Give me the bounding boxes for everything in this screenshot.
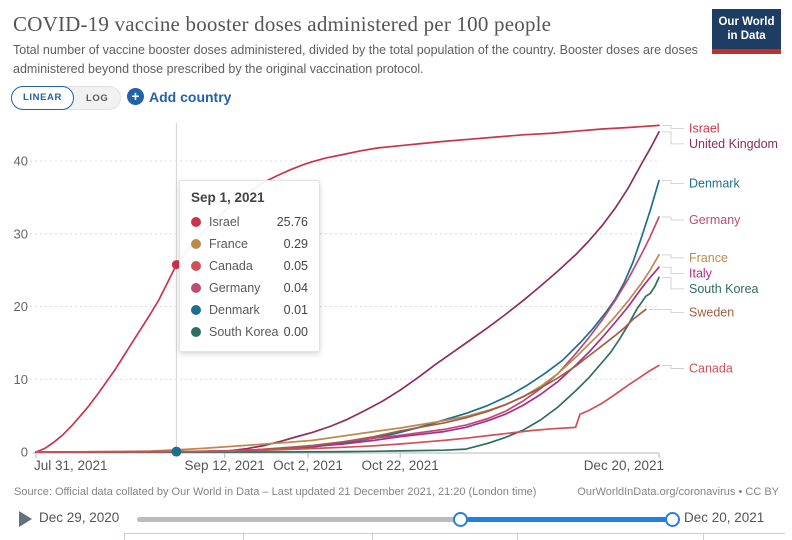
y-axis-tick-label: 30: [14, 226, 28, 241]
source-row: Source: Official data collated by Our Wo…: [14, 486, 779, 498]
y-axis-tick-label: 20: [14, 299, 28, 314]
tooltip-country: Denmark: [209, 303, 260, 317]
x-axis-tick-label: Oct 22, 2021: [361, 458, 438, 473]
page-title: COVID-19 vaccine booster doses administe…: [13, 12, 552, 36]
tooltip-row: Germany 0.04: [191, 277, 308, 299]
chart-tooltip: Sep 1, 2021 Israel 25.76 France 0.29 Canada 0…: [179, 180, 320, 352]
label-leader-line: [662, 365, 684, 369]
label-leader-line: [662, 254, 684, 259]
tooltip-date: Sep 1, 2021: [191, 190, 265, 205]
linear-scale-button[interactable]: LINEAR: [11, 85, 74, 110]
owid-logo[interactable]: Our World in Data: [712, 9, 781, 54]
tooltip-value: 0.01: [283, 303, 308, 317]
tooltip-value: 0.29: [283, 237, 308, 251]
timeline-end-date: Dec 20, 2021: [684, 510, 765, 525]
add-country-label: Add country: [149, 88, 232, 105]
timeline-start-date: Dec 29, 2020: [39, 510, 120, 525]
tooltip-country: Germany: [209, 281, 261, 295]
series-label-israel[interactable]: Israel: [689, 121, 720, 135]
label-leader-line: [662, 216, 684, 221]
series-line-sweden[interactable]: [35, 308, 647, 453]
x-axis-tick-label: Sep 12, 2021: [184, 458, 264, 473]
series-line-germany[interactable]: [35, 216, 660, 453]
tooltip-value: 0.04: [283, 281, 308, 295]
timeline-track[interactable]: [137, 517, 673, 522]
x-axis-tick-label: Oct 2, 2021: [273, 458, 343, 473]
series-color-dot: [191, 217, 201, 227]
series-label-italy[interactable]: Italy: [689, 266, 713, 280]
add-country-button[interactable]: + Add country: [127, 88, 231, 105]
label-leader-line: [662, 180, 684, 185]
series-color-dot: [191, 327, 201, 337]
scale-toggle: LINEAR LOG: [11, 85, 122, 110]
tooltip-value: 0.00: [283, 325, 308, 339]
series-label-denmark[interactable]: Denmark: [689, 177, 740, 191]
series-line-canada[interactable]: [35, 364, 660, 453]
series-label-canada[interactable]: Canada: [689, 361, 733, 375]
tooltip-row: Israel 25.76: [191, 211, 308, 233]
license-text[interactable]: OurWorldInData.org/coronavirus • CC BY: [577, 486, 779, 498]
timeline-start-handle[interactable]: [453, 512, 468, 527]
label-leader-line: [662, 266, 684, 274]
series-color-dot: [191, 305, 201, 315]
series-color-dot: [191, 283, 201, 293]
series-color-dot: [191, 239, 201, 249]
series-label-france[interactable]: France: [689, 251, 728, 265]
tooltip-country: France: [209, 237, 248, 251]
y-axis-tick-label: 10: [14, 372, 28, 387]
log-scale-button[interactable]: LOG: [85, 92, 109, 104]
series-line-israel[interactable]: [35, 124, 660, 453]
label-leader-line: [648, 309, 684, 313]
y-axis-tick-label: 40: [14, 154, 28, 169]
tooltip-country: Israel: [209, 215, 240, 229]
x-axis-tick-label: Dec 20, 2021: [584, 458, 664, 473]
tooltip-rows: Israel 25.76 France 0.29 Canada 0.05 Germany 0.…: [191, 211, 308, 343]
label-leader-line: [662, 124, 684, 129]
label-leader-line: [662, 131, 684, 145]
x-axis-tick-label: Jul 31, 2021: [34, 458, 108, 473]
tooltip-value: 0.05: [283, 259, 308, 273]
series-label-united-kingdom[interactable]: United Kingdom: [689, 137, 778, 151]
y-axis-tick-label: 0: [21, 445, 28, 460]
series-line-south-korea[interactable]: [35, 276, 660, 453]
data-table-partial: [124, 533, 785, 540]
timeline-active-range[interactable]: [460, 517, 673, 522]
series-label-sweden[interactable]: Sweden: [689, 305, 734, 319]
timeline-end-handle[interactable]: [665, 512, 680, 527]
source-text: Source: Official data collated by Our Wo…: [14, 486, 537, 498]
series-label-south-korea[interactable]: South Korea: [689, 282, 759, 296]
tooltip-row: Canada 0.05: [191, 255, 308, 277]
tooltip-value: 25.76: [276, 215, 308, 229]
series-line-denmark[interactable]: [35, 179, 660, 453]
page-subtitle: Total number of vaccine booster doses ad…: [13, 43, 698, 76]
series-line-united-kingdom[interactable]: [35, 131, 660, 453]
play-icon[interactable]: [19, 511, 32, 527]
owid-logo-text: Our World in Data: [712, 9, 781, 49]
series-color-dot: [191, 261, 201, 271]
label-leader-line: [662, 276, 684, 290]
hover-dot-israel: [171, 260, 181, 270]
tooltip-country: Canada: [209, 259, 253, 273]
plus-icon: +: [127, 88, 144, 105]
series-line-italy[interactable]: [35, 266, 660, 453]
tooltip-row: France 0.29: [191, 233, 308, 255]
owid-logo-red-bar: [712, 48, 781, 54]
tooltip-row: Denmark 0.01: [191, 299, 308, 321]
tooltip-country: South Korea: [209, 325, 279, 339]
series-line-france[interactable]: [35, 253, 660, 453]
tooltip-row: South Korea 0.00: [191, 321, 308, 343]
series-label-germany[interactable]: Germany: [689, 213, 741, 227]
hover-dot-denmark: [171, 446, 182, 457]
